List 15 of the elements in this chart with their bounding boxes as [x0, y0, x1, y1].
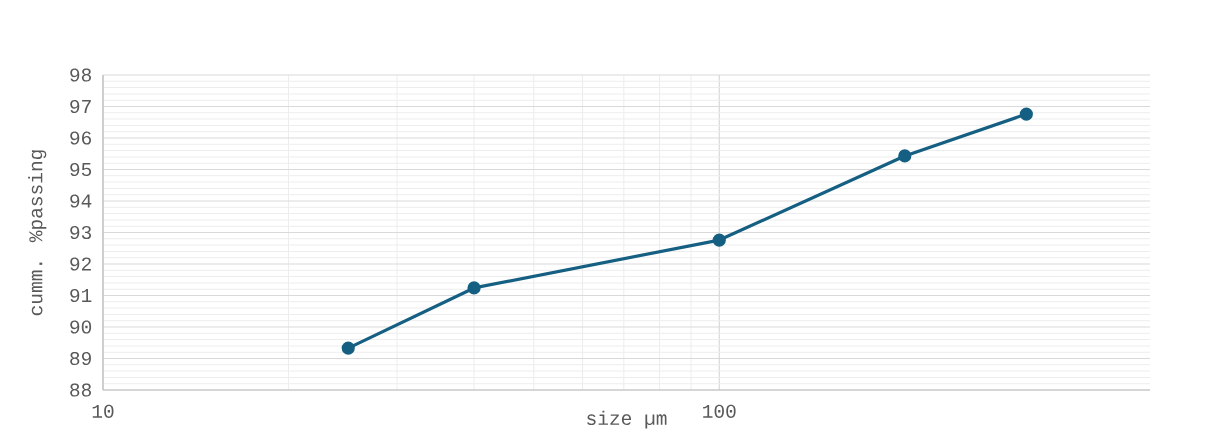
y-tick-label: 91 [70, 288, 92, 303]
x-tick-label: 100 [703, 404, 736, 418]
y-tick-label: 95 [70, 162, 92, 177]
x-axis-title: size µm [587, 410, 667, 429]
x-tick-label: 10 [92, 404, 114, 418]
y-tick-label: 88 [70, 383, 92, 397]
y-tick-label: 89 [70, 351, 91, 366]
y-tick-label: 93 [70, 225, 92, 240]
y-tick-label: 98 [70, 68, 92, 82]
y-axis-title: cumm. %passing [28, 150, 47, 316]
y-tick-label: 90 [70, 320, 92, 334]
y-tick-label: 92 [70, 257, 91, 271]
y-tick-label: 94 [70, 194, 92, 208]
y-tick-label: 96 [70, 131, 92, 145]
y-tick-label: 97 [70, 99, 91, 114]
